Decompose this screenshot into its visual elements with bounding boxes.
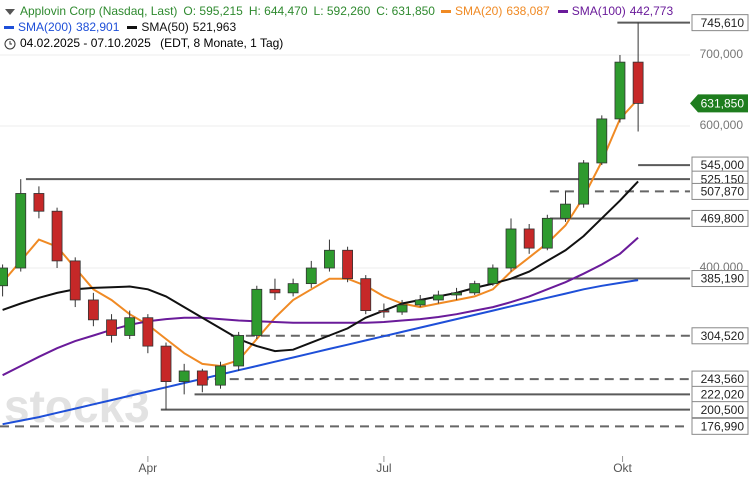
legend-item: SMA(200) 382,901 [4,20,119,34]
level-label-box [691,270,749,288]
legend-item: SMA(50) 521,963 [127,20,236,34]
level-label-box [691,209,749,227]
moving-average-line [1,98,639,368]
level-label: 545,000 [701,158,745,172]
candle-body [523,228,535,249]
header: Applovin Corp (Nasdaq, Last) O: 595,215 H:… [4,3,681,51]
candle-body [287,283,299,294]
candle-body [251,288,263,336]
moving-average-line [2,180,639,353]
candle-body [414,299,426,306]
level-label: 385,190 [701,272,745,286]
candle-body [15,193,27,269]
y-tick-label: 700,000 [700,47,744,61]
level-label-box [691,417,749,435]
level-label: 745,610 [701,16,745,30]
legend-swatch [557,10,568,14]
candle-body [378,310,390,313]
candle-body [632,61,644,104]
x-tick-label: Jul [376,461,391,475]
candle-body [505,228,517,269]
ohlc: O: 595,215 [183,4,243,18]
header-line: SMA(200) 382,901 SMA(50) 521,963 [4,19,681,35]
level-label: 222,020 [701,388,745,402]
candle-body [560,203,571,219]
ohlc: H: 644,470 [248,4,308,18]
legend-value: 521,963 [192,20,237,34]
date-range: 04.02.2025 - 07.10.2025 [20,36,151,50]
legend-name: SMA(100) [571,4,626,18]
level-label-box [691,14,749,32]
legend-item: SMA(100) 442,773 [557,4,674,18]
x-tick-label: Apr [139,461,158,475]
last-price-box [690,94,748,113]
candle-body [469,283,481,294]
level-label-box [691,327,749,345]
candle-body [432,294,444,301]
ohlc: C: 631,850 [376,4,435,18]
candle-body [0,267,8,287]
candle-body [614,61,626,120]
candle-body [305,267,317,285]
legend-name: SMA(200) [18,20,73,34]
legend-value: 638,087 [506,4,550,18]
collapse-icon[interactable] [4,7,16,17]
level-label: 525,150 [701,172,745,186]
candle-body [196,370,208,386]
candle-body [87,299,99,321]
level-label-box [691,182,749,200]
candle-body [342,249,353,280]
y-tick-label: 600,000 [700,118,744,132]
level-label: 200,500 [701,403,745,417]
instrument-title: Applovin Corp (Nasdaq, Last) [20,4,178,18]
legend-value: 382,901 [76,20,120,34]
legend-name: SMA(20) [454,4,503,18]
legend-item: SMA(20) 638,087 [440,4,550,18]
candle-body [578,162,590,205]
candle-body [269,288,281,294]
candle-body [541,217,553,249]
candle-body [106,319,117,336]
candle-body [142,317,154,347]
header-line: 04.02.2025 - 07.10.2025 (EDT, 8 Monate, … [4,35,681,51]
legend-value: 442,773 [629,4,674,18]
level-label: 507,870 [701,185,745,199]
x-tick-label: Okt [613,461,632,475]
ohlc: L: 592,260 [313,4,371,18]
candle-body [451,292,462,296]
clock-icon [4,38,16,50]
level-label-box [691,401,749,419]
candle-body [160,345,172,383]
candle-body [215,365,226,386]
level-label: 469,800 [701,212,745,226]
legend-swatch [440,10,451,14]
header-line: Applovin Corp (Nasdaq, Last) O: 595,215 H:… [4,3,681,19]
candle-body [396,304,408,313]
last-price-label: 631,850 [701,97,745,111]
legend-swatch [127,26,138,30]
candle-body [51,210,63,262]
candle-body [487,267,499,285]
level-label: 243,560 [701,372,745,386]
range-details: (EDT, 8 Monate, 1 Tag) [160,36,284,50]
candle-body [69,260,81,301]
watermark: stock3 [4,380,150,432]
level-label: 304,520 [701,329,745,343]
legend-name: SMA(50) [141,20,189,34]
candle-body [124,317,136,336]
candle-body [178,370,190,383]
candle-body [360,278,372,312]
candle-body [233,335,245,367]
candle-body [596,118,608,164]
moving-average-line [2,279,639,426]
candle-body [33,193,45,212]
legend-swatch [4,26,14,30]
level-label: 176,990 [701,420,745,434]
candle-body [324,249,335,269]
